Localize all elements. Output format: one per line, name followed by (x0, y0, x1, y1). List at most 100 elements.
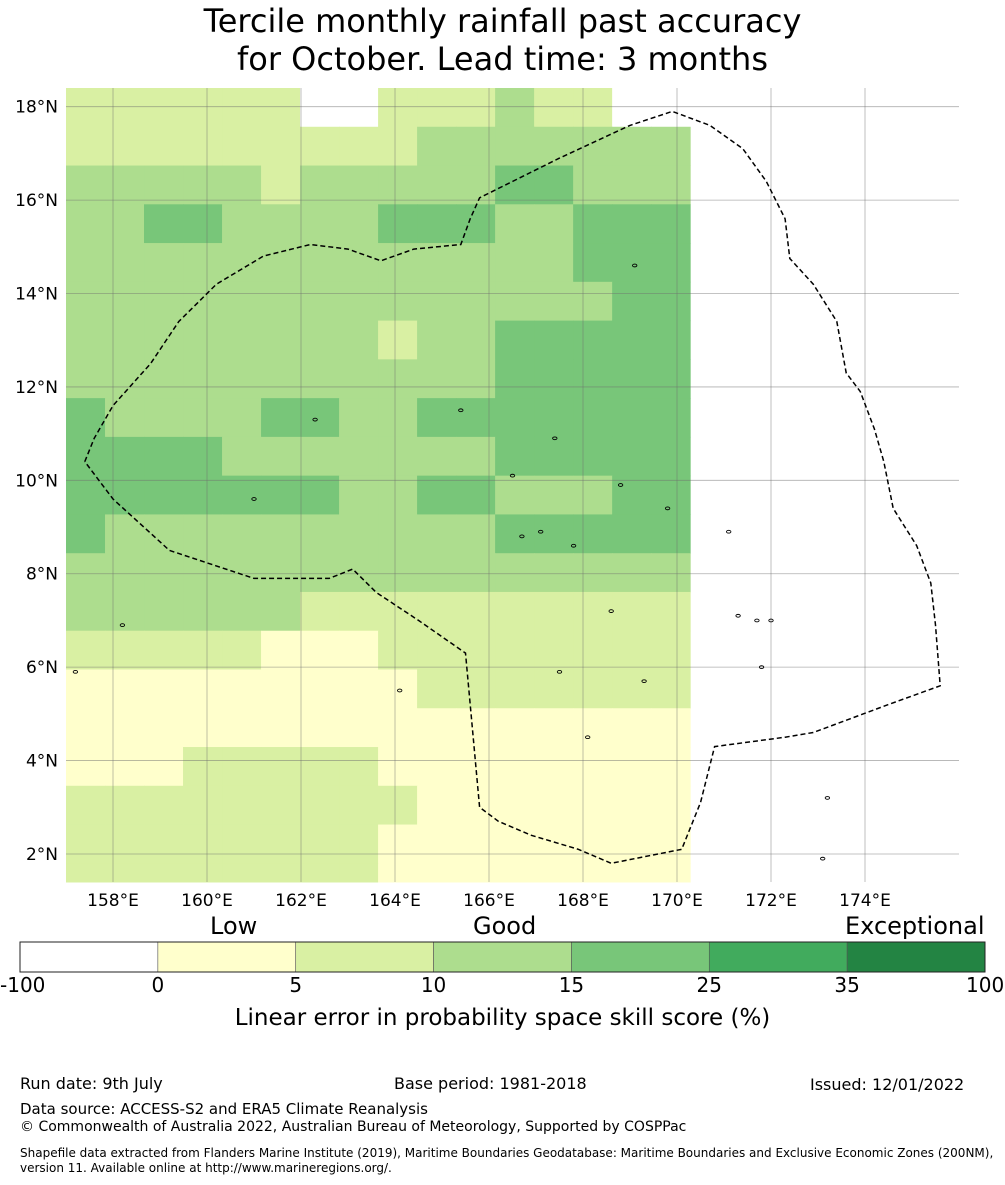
skill-cell (378, 863, 418, 883)
skill-cell (261, 553, 301, 593)
skill-cell (300, 785, 340, 826)
skill-cell (573, 824, 613, 864)
longitude-tick-label: 168°E (557, 891, 609, 911)
skill-cell (651, 475, 691, 515)
skill-cell (183, 398, 223, 438)
island-outline (726, 529, 732, 534)
skill-cell (105, 243, 145, 283)
skill-cell (339, 708, 379, 748)
skill-cell (573, 553, 613, 593)
skill-cell (456, 553, 496, 593)
base-period: Base period: 1981-2018 (394, 1074, 587, 1093)
skill-cell (573, 514, 613, 554)
skill-cell (495, 630, 535, 670)
skill-cell (261, 281, 301, 322)
colorbar-label-good: Good (473, 912, 537, 940)
skill-cell (456, 785, 496, 826)
island-outline (552, 436, 558, 441)
skill-cell (339, 243, 379, 283)
skill-cell (378, 514, 418, 554)
skill-cell (261, 126, 301, 167)
skill-cell (222, 243, 262, 283)
skill-cell (300, 708, 340, 748)
skill-cell (261, 591, 301, 632)
skill-cell (534, 281, 574, 322)
skill-cell (66, 126, 106, 167)
skill-cell (534, 88, 574, 128)
island-outline (397, 688, 403, 693)
skill-cell (651, 359, 691, 399)
skill-cell (651, 243, 691, 283)
skill-cell (66, 747, 106, 787)
skill-cell (573, 243, 613, 283)
skill-cell (105, 320, 145, 360)
skill-cell (456, 475, 496, 515)
skill-cell (183, 165, 223, 205)
skill-cell (222, 398, 262, 438)
skill-cell (66, 475, 106, 515)
colorbar-bin (157, 941, 297, 973)
skill-cell (261, 785, 301, 826)
skill-cell (417, 320, 457, 360)
colorbar-tick-label: 25 (696, 973, 723, 997)
skill-cell (534, 708, 574, 748)
skill-cell (183, 863, 223, 883)
skill-cell (105, 669, 145, 709)
skill-cell (417, 398, 457, 438)
skill-cell (612, 165, 652, 205)
skill-cell (222, 475, 262, 515)
skill-cell (222, 204, 262, 244)
skill-cell (456, 630, 496, 670)
skill-cell (417, 359, 457, 399)
skill-cell (651, 281, 691, 322)
skill-cell (66, 398, 106, 438)
skill-cell (378, 88, 418, 128)
skill-cell (456, 824, 496, 864)
skill-cell (261, 514, 301, 554)
skill-cell (456, 281, 496, 322)
skill-cell (66, 630, 106, 670)
skill-cell (66, 514, 106, 554)
skill-cell (612, 591, 652, 632)
colorbar-bin (846, 941, 986, 973)
skill-cell (339, 475, 379, 515)
island-outline (768, 618, 774, 623)
skill-cell (534, 165, 574, 205)
island-outline (617, 483, 624, 487)
island-outline (641, 679, 647, 684)
skill-cell (495, 281, 535, 322)
skill-cell (183, 553, 223, 593)
latitude-tick-label: 16°N (15, 191, 58, 211)
skill-cell (261, 398, 301, 438)
skill-cell (378, 243, 418, 283)
skill-cell (66, 165, 106, 205)
longitude-tick-label: 172°E (745, 891, 797, 911)
title-line-2: for October. Lead time: 3 months (237, 40, 768, 78)
longitude-tick-label: 164°E (369, 891, 421, 911)
skill-cell (300, 281, 340, 322)
skill-cell (417, 669, 457, 709)
skill-cell (183, 88, 223, 128)
skill-cell (222, 126, 262, 167)
skill-cell (534, 747, 574, 787)
skill-cell (339, 824, 379, 864)
skill-cell (144, 320, 184, 360)
island-outline (632, 263, 638, 268)
skill-cell (105, 204, 145, 244)
skill-cell (300, 243, 340, 283)
skill-cell (612, 630, 652, 670)
skill-cell (144, 436, 184, 477)
skill-cell (417, 591, 457, 632)
skill-cell (612, 514, 652, 554)
skill-cell (456, 708, 496, 748)
skill-cell (183, 514, 223, 554)
skill-cell (222, 747, 262, 787)
skill-cell (534, 436, 574, 477)
skill-cell (456, 165, 496, 205)
colorbar-tick-label: -100 (0, 973, 46, 997)
skill-cell (651, 514, 691, 554)
skill-cell (300, 824, 340, 864)
axis-ticks: 158°E 160°E 162°E 164°E 166°E 168°E 170°E 172°E… (15, 98, 891, 911)
colorbar-label-low: Low (210, 912, 258, 940)
skill-cell (222, 514, 262, 554)
